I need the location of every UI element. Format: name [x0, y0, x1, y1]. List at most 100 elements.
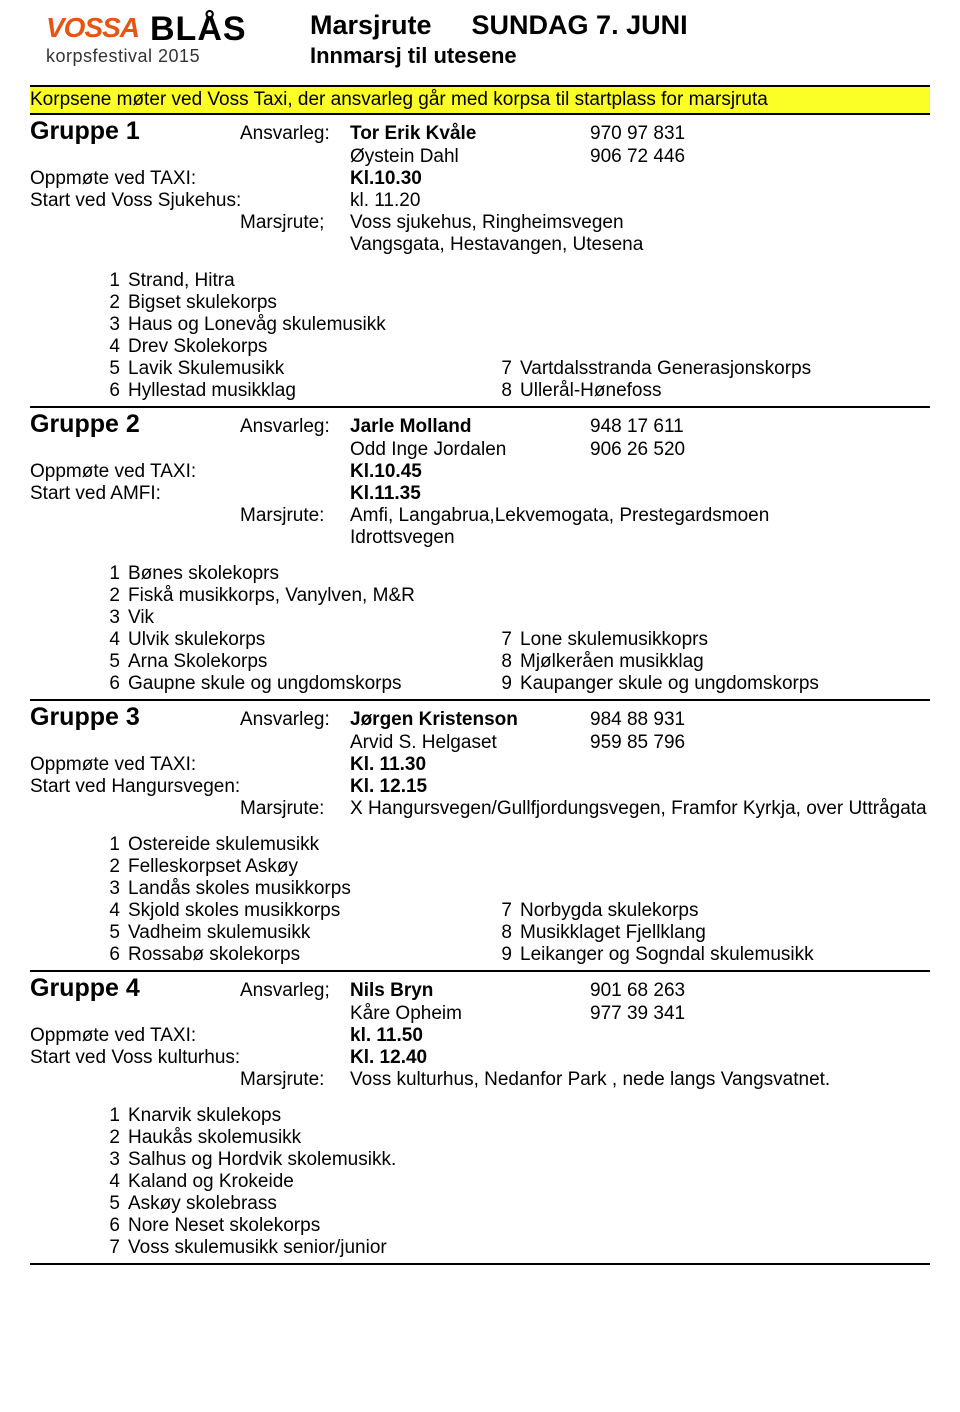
g2-l1n: 2 [102, 585, 128, 607]
group2-p1tel: 948 17 611 [590, 416, 930, 438]
g3-l0: Ostereide skulemusikk [128, 834, 494, 856]
g4-l0: Knarvik skulekops [128, 1105, 494, 1127]
g3-r2: Leikanger og Sogndal skulemusikk [520, 944, 930, 966]
g3-l4: Vadheim skulemusikk [128, 922, 494, 944]
group4-p2: Kåre Opheim [350, 1003, 590, 1025]
g4-l2: Salhus og Hordvik skolemusikk. [128, 1149, 494, 1171]
g1-r0: Vartdalsstranda Generasjonskorps [520, 358, 930, 380]
group1-p1tel: 970 97 831 [590, 123, 930, 145]
group2-start: Kl.11.35 [350, 483, 590, 505]
bottom-divider [30, 1263, 930, 1265]
group4-name: Gruppe 4 [30, 974, 240, 1003]
group3-p2: Arvid S. Helgaset [350, 732, 590, 754]
title-block: MarsjruteSUNDAG 7. JUNI Innmarsj til ute… [310, 10, 688, 69]
g1-l0: Strand, Hitra [128, 270, 494, 292]
group3-start: Kl. 12.15 [350, 776, 590, 798]
group1-start: kl. 11.20 [350, 190, 590, 212]
group-1: Gruppe 1 Ansvarleg: Tor Erik Kvåle 970 9… [30, 115, 930, 406]
g3-l2n: 3 [102, 878, 128, 900]
group1-route1: Voss sjukehus, Ringheimsvegen [350, 212, 930, 234]
group2-route1: Amfi, Langabrua,Lekvemogata, Prestegards… [350, 505, 930, 527]
logo: VOSSA BLÅS korpsfestival 2015 [30, 10, 290, 85]
g3-l5n: 6 [102, 944, 128, 966]
group1-meet: Kl.10.30 [350, 168, 590, 190]
group2-p2tel: 906 26 520 [590, 439, 930, 461]
g2-l0: Bønes skolekoprs [128, 563, 494, 585]
g2-l4: Arna Skolekorps [128, 651, 494, 673]
group-3: Gruppe 3 Ansvarleg: Jørgen Kristenson 98… [30, 699, 930, 970]
g4-l4n: 5 [102, 1193, 128, 1215]
g2-r1n: 8 [494, 651, 520, 673]
g4-l3: Kaland og Krokeide [128, 1171, 494, 1193]
g3-r1: Musikklaget Fjellklang [520, 922, 930, 944]
g3-l1: Felleskorpset Askøy [128, 856, 494, 878]
group2-p1: Jarle Molland [350, 416, 590, 438]
g1-l4n: 5 [102, 358, 128, 380]
title-word2: SUNDAG 7. JUNI [472, 10, 688, 40]
g2-r2n: 9 [494, 673, 520, 695]
group3-route1: X Hangursvegen/Gullfjordungsvegen, Framf… [350, 798, 930, 820]
g1-l2: Haus og Lonevåg skulemusikk [128, 314, 494, 336]
g2-l2: Vik [128, 607, 494, 629]
group4-p2tel: 977 39 341 [590, 1003, 930, 1025]
g4-l3n: 4 [102, 1171, 128, 1193]
group4-p1tel: 901 68 263 [590, 980, 930, 1002]
group-4: Gruppe 4 Ansvarleg; Nils Bryn 901 68 263… [30, 970, 930, 1263]
group2-p2: Odd Inge Jordalen [350, 439, 590, 461]
group1-meet-lbl: Oppmøte ved TAXI: [30, 168, 350, 190]
g1-l5: Hyllestad musikklag [128, 380, 494, 402]
g3-l3n: 4 [102, 900, 128, 922]
g3-l4n: 5 [102, 922, 128, 944]
group3-route-lbl: Marsjrute: [240, 798, 350, 820]
g4-l0n: 1 [102, 1105, 128, 1127]
g2-r0: Lone skulemusikkoprs [520, 629, 930, 651]
g3-l1n: 2 [102, 856, 128, 878]
group4-p1: Nils Bryn [350, 980, 590, 1002]
notice-bar: Korpsene møter ved Voss Taxi, der ansvar… [30, 85, 930, 115]
group1-p2tel: 906 72 446 [590, 146, 930, 168]
g1-l1n: 2 [102, 292, 128, 314]
group3-entries: 1Ostereide skulemusikk 2Felleskorpset As… [30, 820, 930, 970]
g1-l5n: 6 [102, 380, 128, 402]
group1-ansv-lbl: Ansvarleg: [240, 123, 350, 145]
group1-name: Gruppe 1 [30, 117, 240, 146]
group3-meet: Kl. 11.30 [350, 754, 590, 776]
g4-l5n: 6 [102, 1215, 128, 1237]
g3-l3: Skjold skoles musikkorps [128, 900, 494, 922]
g2-l3: Ulvik skulekorps [128, 629, 494, 651]
g2-l4n: 5 [102, 651, 128, 673]
group1-route2: Vangsgata, Hestavangen, Utesena [350, 234, 930, 256]
group2-entries: 1Bønes skolekoprs 2Fiskå musikkorps, Van… [30, 549, 930, 699]
group3-name: Gruppe 3 [30, 703, 240, 732]
group3-start-lbl: Start ved Hangursvegen: [30, 776, 350, 798]
group1-route-lbl: Marsjrute; [240, 212, 350, 234]
group4-meet-lbl: Oppmøte ved TAXI: [30, 1025, 350, 1047]
group4-entries: 1Knarvik skulekops 2Haukås skolemusikk 3… [30, 1091, 930, 1263]
group3-p2tel: 959 85 796 [590, 732, 930, 754]
g1-r1n: 8 [494, 380, 520, 402]
header: VOSSA BLÅS korpsfestival 2015 Marsjrute S… [30, 10, 930, 85]
g1-l3: Drev Skolekorps [128, 336, 494, 358]
g1-l0n: 1 [102, 270, 128, 292]
group2-route-lbl: Marsjrute: [240, 505, 350, 527]
g1-l4: Lavik Skulemusikk [128, 358, 494, 380]
g2-l5: Gaupne skule og ungdomskorps [128, 673, 494, 695]
g3-r0: Norbygda skulekorps [520, 900, 930, 922]
group3-meet-lbl: Oppmøte ved TAXI: [30, 754, 350, 776]
group4-meet: kl. 11.50 [350, 1025, 590, 1047]
group2-route2: Idrottsvegen [350, 527, 930, 549]
group4-start-lbl: Start ved Voss kulturhus: [30, 1047, 350, 1069]
g2-r0n: 7 [494, 629, 520, 651]
g4-l4: Askøy skolebrass [128, 1193, 494, 1215]
group1-p1: Tor Erik Kvåle [350, 123, 590, 145]
group3-ansv-lbl: Ansvarleg: [240, 709, 350, 731]
g1-l2n: 3 [102, 314, 128, 336]
group1-entries: 1Strand, Hitra 2Bigset skulekorps 3Haus … [30, 256, 930, 406]
g4-l6: Voss skulemusikk senior/junior [128, 1237, 494, 1259]
g2-r1: Mjølkeråen musikklag [520, 651, 930, 673]
title-word1: Marsjrute [310, 10, 432, 40]
g2-l2n: 3 [102, 607, 128, 629]
g3-l5: Rossabø skolekorps [128, 944, 494, 966]
g4-l2n: 3 [102, 1149, 128, 1171]
g4-l6n: 7 [102, 1237, 128, 1259]
